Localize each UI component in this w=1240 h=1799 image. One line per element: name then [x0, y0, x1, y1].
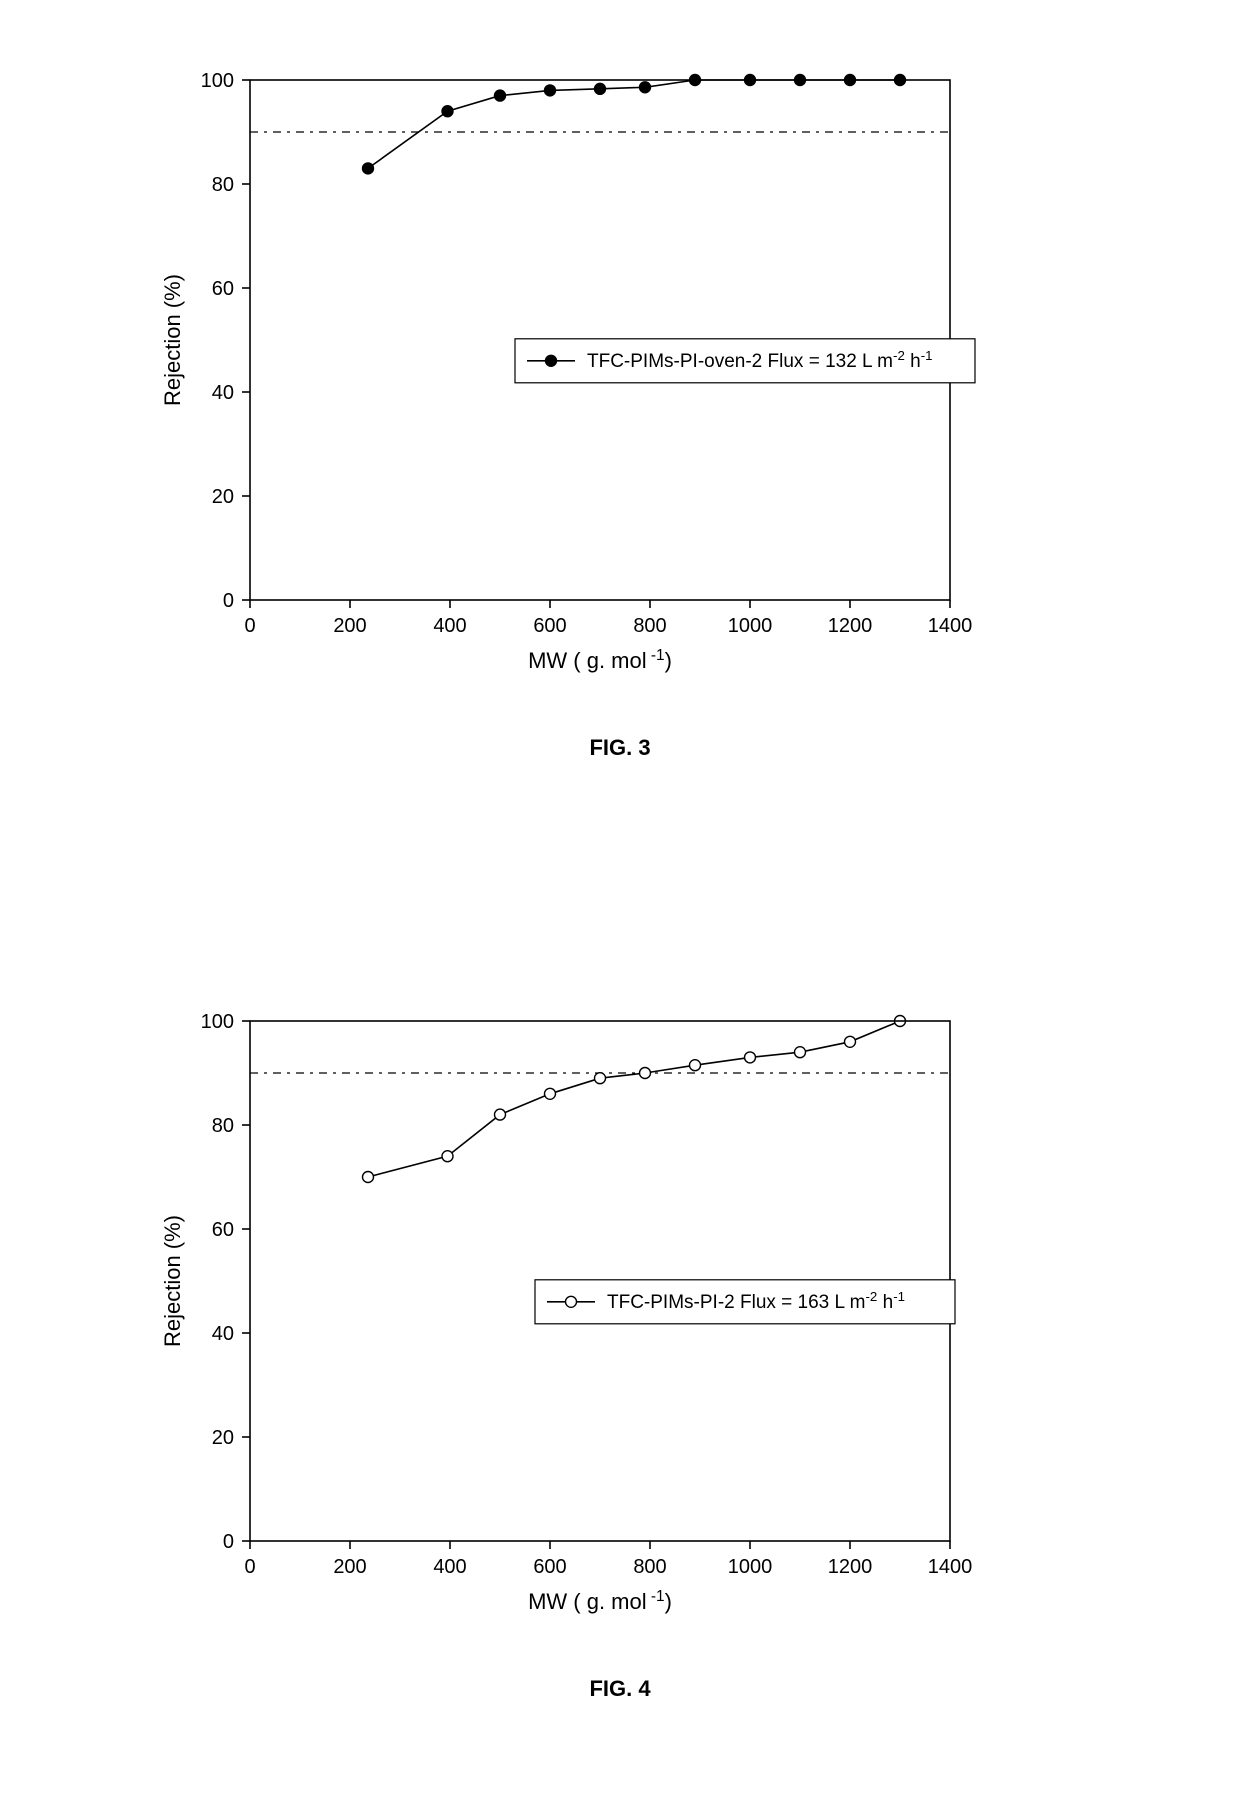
- legend-label: TFC-PIMs-PI-oven-2 Flux = 132 L m-2 h-1: [587, 347, 933, 372]
- chart-container: 0200400600800100012001400020406080100MW …: [0, 941, 1240, 1666]
- x-tick-label: 0: [244, 1556, 255, 1578]
- x-tick-label: 400: [433, 615, 466, 637]
- data-marker: [363, 163, 374, 174]
- x-tick-label: 1200: [828, 1556, 873, 1578]
- x-tick-label: 0: [244, 615, 255, 637]
- data-marker: [442, 106, 453, 117]
- figure-block: 0200400600800100012001400020406080100MW …: [0, 0, 1240, 761]
- y-tick-label: 20: [212, 1427, 234, 1449]
- legend-sample-marker: [546, 355, 557, 366]
- x-tick-label: 400: [433, 1556, 466, 1578]
- x-tick-label: 600: [533, 615, 566, 637]
- x-tick-label: 1400: [928, 615, 973, 637]
- x-tick-label: 1000: [728, 615, 773, 637]
- legend-sample-marker: [566, 1296, 577, 1307]
- data-marker: [495, 1109, 506, 1120]
- chart-svg: 0200400600800100012001400020406080100MW …: [0, 941, 1040, 1661]
- y-tick-label: 0: [223, 1531, 234, 1553]
- x-tick-label: 1000: [728, 1556, 773, 1578]
- data-marker: [595, 83, 606, 94]
- data-marker: [845, 1036, 856, 1047]
- data-marker: [640, 1068, 651, 1079]
- chart-svg: 0200400600800100012001400020406080100MW …: [0, 0, 1040, 720]
- figure-gap: [0, 761, 1240, 941]
- x-tick-label: 800: [633, 1556, 666, 1578]
- y-axis-label: Rejection (%): [160, 274, 185, 406]
- y-tick-label: 40: [212, 1323, 234, 1345]
- y-tick-label: 100: [201, 70, 234, 92]
- x-tick-label: 200: [333, 1556, 366, 1578]
- x-tick-label: 1400: [928, 1556, 973, 1578]
- y-tick-label: 100: [201, 1011, 234, 1033]
- x-tick-label: 1200: [828, 615, 873, 637]
- data-marker: [545, 85, 556, 96]
- data-marker: [545, 1088, 556, 1099]
- figure-block: 0200400600800100012001400020406080100MW …: [0, 941, 1240, 1702]
- x-tick-label: 800: [633, 615, 666, 637]
- data-marker: [745, 1052, 756, 1063]
- data-marker: [640, 82, 651, 93]
- legend-label: TFC-PIMs-PI-2 Flux = 163 L m-2 h-1: [607, 1288, 905, 1313]
- y-axis-label: Rejection (%): [160, 1215, 185, 1347]
- y-tick-label: 60: [212, 1219, 234, 1241]
- y-tick-label: 0: [223, 590, 234, 612]
- chart-container: 0200400600800100012001400020406080100MW …: [0, 0, 1240, 725]
- y-tick-label: 80: [212, 1115, 234, 1137]
- y-tick-label: 40: [212, 382, 234, 404]
- y-tick-label: 20: [212, 486, 234, 508]
- figure-caption: FIG. 4: [0, 1676, 1240, 1702]
- y-tick-label: 60: [212, 278, 234, 300]
- x-tick-label: 200: [333, 615, 366, 637]
- x-tick-label: 600: [533, 1556, 566, 1578]
- data-marker: [442, 1151, 453, 1162]
- data-marker: [363, 1172, 374, 1183]
- y-tick-label: 80: [212, 174, 234, 196]
- data-marker: [795, 1047, 806, 1058]
- data-marker: [595, 1073, 606, 1084]
- data-marker: [690, 1060, 701, 1071]
- data-marker: [495, 90, 506, 101]
- figure-caption: FIG. 3: [0, 735, 1240, 761]
